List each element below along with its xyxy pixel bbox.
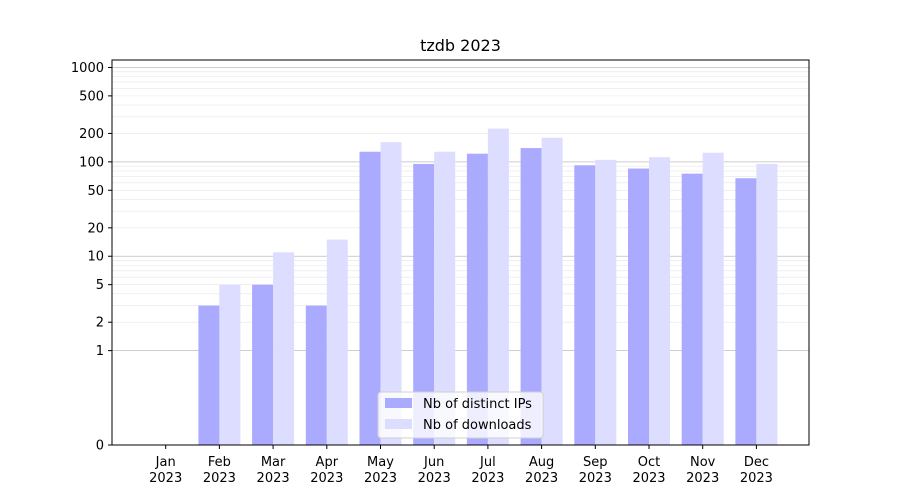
x-tick-label-year: 2023 <box>310 471 343 486</box>
bar-distinct-ips <box>198 305 220 445</box>
bar-distinct-ips <box>628 168 649 445</box>
legend-box <box>377 391 544 439</box>
y-tick-label: 500 <box>79 89 104 104</box>
x-tick-label-month: Nov <box>690 455 716 470</box>
y-tick-label: 100 <box>79 155 104 170</box>
bars <box>198 128 778 446</box>
x-tick-label-month: Aug <box>529 455 554 470</box>
y-tick-label: 1 <box>96 344 104 359</box>
x-tick-label-month: Mar <box>261 455 286 470</box>
plot-area-frame <box>111 59 810 446</box>
x-tick-label-year: 2023 <box>203 471 236 486</box>
y-tick-label: 1000 <box>71 61 104 76</box>
y-tick-label: 2 <box>96 316 104 331</box>
legend-label: Nb of distinct IPs <box>423 397 532 412</box>
bar-downloads <box>487 128 509 446</box>
bar-downloads <box>649 157 670 446</box>
bar-downloads <box>756 163 778 445</box>
x-tick-label-year: 2023 <box>632 471 665 486</box>
legend-swatch <box>385 419 412 429</box>
bar-downloads <box>434 151 456 446</box>
x-tick-label-month: May <box>367 455 394 470</box>
bar-downloads <box>702 152 724 445</box>
y-tick-label: 0 <box>96 439 104 454</box>
x-tick-label-year: 2023 <box>149 471 182 486</box>
x-tick-label-year: 2023 <box>686 471 719 486</box>
x-tick-label-month: Oct <box>638 455 660 470</box>
y-tick-label: 50 <box>87 184 104 199</box>
x-tick-label-year: 2023 <box>418 471 451 486</box>
bar-downloads <box>595 159 617 446</box>
bar-downloads <box>541 137 563 445</box>
y-tick-label: 200 <box>79 127 104 142</box>
legend: Nb of distinct IPs Nb of downloads <box>377 391 544 439</box>
bar-distinct-ips <box>520 148 542 445</box>
bar-distinct-ips <box>413 163 435 445</box>
y-tick-label: 10 <box>87 250 104 265</box>
chart-title: tzdb 2023 <box>420 36 501 55</box>
legend-swatch <box>385 398 412 408</box>
x-tick-label-year: 2023 <box>525 471 558 486</box>
bar-distinct-ips <box>466 153 488 445</box>
bar-distinct-ips <box>305 305 327 445</box>
bar-downloads <box>326 239 348 445</box>
y-tick-label: 5 <box>96 278 104 293</box>
bar-distinct-ips <box>681 173 703 446</box>
x-tick-label-month: Sep <box>583 455 608 470</box>
x-tick-label-month: Feb <box>208 455 231 470</box>
y-tick-label: 20 <box>87 221 104 236</box>
bar-distinct-ips <box>735 178 757 445</box>
x-tick-label-month: Apr <box>316 455 339 470</box>
bar-downloads <box>219 284 241 445</box>
x-tick-label-month: Jan <box>155 455 176 470</box>
x-tick-label-year: 2023 <box>471 471 504 486</box>
x-tick-label-month: Jul <box>479 455 496 470</box>
x-tick-label-year: 2023 <box>364 471 397 486</box>
axis-ticks: 01251020501002005001000Jan2023Feb2023Mar… <box>71 61 773 486</box>
x-tick-label-month: Dec <box>744 455 769 470</box>
bar-distinct-ips <box>574 165 596 445</box>
bar-downloads <box>273 252 295 445</box>
x-tick-label-year: 2023 <box>579 471 612 486</box>
bar-downloads <box>380 142 402 445</box>
x-tick-label-month: Jun <box>423 455 444 470</box>
x-tick-label-year: 2023 <box>257 471 290 486</box>
bar-distinct-ips <box>359 151 381 446</box>
legend-label: Nb of downloads <box>423 418 532 433</box>
bar-distinct-ips <box>252 284 274 445</box>
x-tick-label-year: 2023 <box>740 471 773 486</box>
